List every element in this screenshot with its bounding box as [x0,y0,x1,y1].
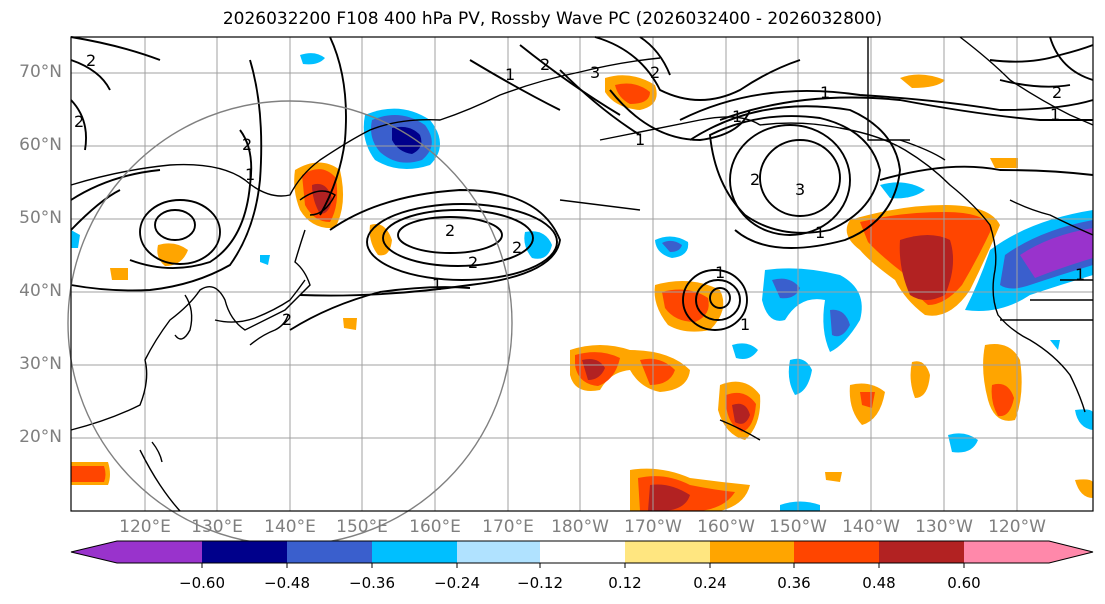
map-border [70,36,1094,512]
lat-label: 40°N [19,281,62,301]
contour-label: 1 [740,315,750,334]
lon-label: 150°W [769,517,827,537]
lat-label: 30°N [19,354,62,374]
colorbar-tick-label: −0.48 [264,574,310,592]
contour-label: 2 [86,51,96,70]
colorbar-segment [964,541,1049,563]
lon-label: 130°E [191,517,243,537]
lat-label: 50°N [19,208,62,228]
lon-label: 160°W [697,517,755,537]
colorbar-tick-label: −0.24 [434,574,480,592]
gridlines [71,37,1093,511]
lon-label: 160°E [409,517,461,537]
colorbar-segment [457,541,540,563]
lon-label: 120°W [988,517,1046,537]
colorbar-tick-label: −0.12 [517,574,563,592]
contour-label: 2 [750,170,760,189]
contour-label: 1 [715,263,725,282]
colorbar-extend-low [71,541,117,563]
contour-label: 1 [1050,105,1060,124]
contour-label: 3 [590,63,600,82]
contour-label: 1 [432,275,442,294]
colorbar-tick-label: 0.60 [947,574,981,592]
contour-label: 2 [242,135,252,154]
colorbar-segment [625,541,710,563]
coastlines [70,36,1094,512]
colorbar-segment [540,541,625,563]
colorbar [70,540,1094,568]
colorbar-tick-label: −0.60 [179,574,225,592]
colorbar-tick-label: 0.36 [777,574,811,592]
colorbar-tick-label: −0.36 [349,574,395,592]
contour-label: 3 [795,180,805,199]
lat-label: 60°N [19,135,62,155]
contour-label: 2 [512,238,522,257]
contour-label: 2 [468,253,478,272]
contour-label: 1 [815,223,825,242]
colorbar-extend-high [1049,541,1093,563]
contour-label: 2 [540,55,550,74]
contour-label: 1 [505,65,515,84]
lon-label: 140°E [264,517,316,537]
lon-label: 180°W [551,517,609,537]
colorbar-segment [202,541,287,563]
colorbar-segment [794,541,879,563]
colorbar-segment [710,541,794,563]
colorbar-segment [287,541,372,563]
contour-label: 1 [820,83,830,102]
pv-contours [70,36,1094,331]
colorbar-tick-label: 0.24 [693,574,727,592]
lon-label: 140°W [842,517,900,537]
lat-label: 20°N [19,427,62,447]
contour-label: 1 [1075,265,1085,284]
contour-label: 2 [650,63,660,82]
contour-label: 1 [732,107,742,126]
colorbar-outline [70,540,1094,564]
colorbar-segment [117,541,202,563]
contour-label: 2 [445,221,455,240]
pv-anomaly-fill [71,53,1093,511]
lon-label: 120°E [119,517,171,537]
contour-label: 1 [245,165,255,184]
contour-label: 2 [1052,83,1062,102]
colorbar-tick-label: 0.48 [862,574,896,592]
lon-label: 150°E [336,517,388,537]
contour-label: 2 [74,112,84,131]
map-title: 2026032200 F108 400 hPa PV, Rossby Wave … [222,9,883,29]
lon-label: 170°E [482,517,534,537]
lon-label: 130°W [915,517,973,537]
contour-label: 1 [635,130,645,149]
lat-label: 70°N [19,62,62,82]
contour-labels: 2 2 2 2 3 2 1 1 1 2 3 1 1 2 1 2 1 2 1 2 … [74,51,1085,334]
colorbar-segment [879,541,964,563]
colorbar-segment [372,541,457,563]
contour-label: 2 [282,310,292,329]
lon-label: 170°W [624,517,682,537]
colorbar-tick-label: 0.12 [608,574,642,592]
